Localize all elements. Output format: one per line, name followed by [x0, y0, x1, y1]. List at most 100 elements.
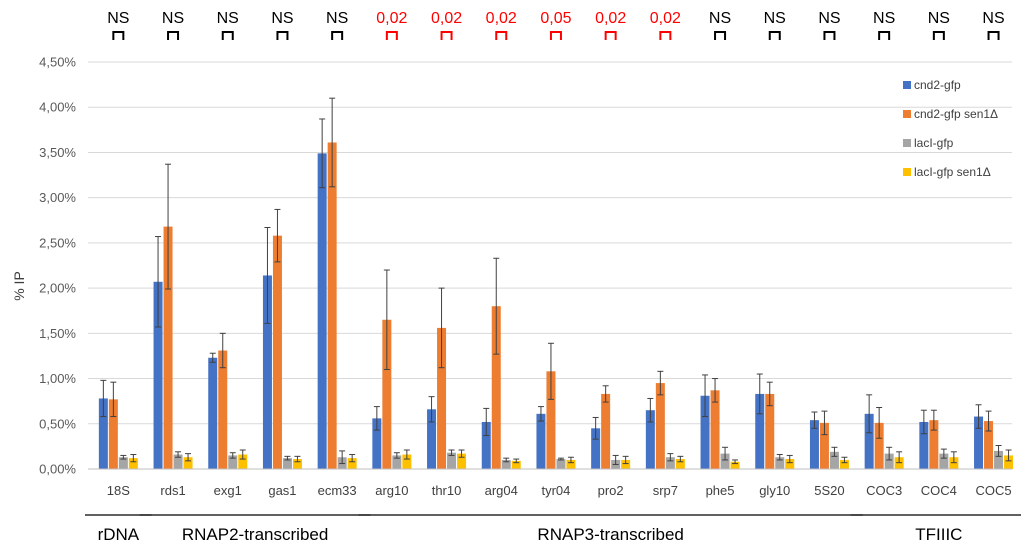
y-tick-label: 2,00%	[39, 281, 76, 296]
legend-swatch	[903, 139, 911, 147]
y-tick-label: 0,00%	[39, 462, 76, 477]
y-tick-label: 4,00%	[39, 100, 76, 115]
legend-label: cnd2-gfp	[914, 78, 961, 92]
bar	[1004, 455, 1014, 469]
significance-label: NS	[709, 10, 731, 27]
bar	[829, 451, 839, 469]
error-bar	[229, 452, 236, 459]
significance-label: NS	[982, 10, 1004, 27]
error-bar	[786, 454, 793, 464]
significance-label: NS	[162, 10, 184, 27]
significance-bracket	[276, 31, 289, 40]
bar	[984, 421, 994, 469]
bar	[546, 371, 556, 469]
error-bars	[100, 97, 1012, 465]
significance-bracket	[823, 31, 836, 40]
significance-bracket	[167, 31, 180, 40]
error-bar	[383, 269, 390, 371]
error-bar	[100, 379, 107, 418]
significance-bracket	[659, 31, 672, 40]
x-tick-label: rds1	[160, 483, 185, 498]
bar	[392, 455, 402, 469]
bar	[765, 393, 775, 469]
y-tick-label: 2,50%	[39, 235, 76, 250]
error-bar	[657, 370, 664, 396]
bar	[675, 459, 685, 469]
bar	[228, 455, 238, 469]
y-tick-labels: 0,00% 0,50% 1,00% 1,50% 2,00% 2,50% 3,00% 3,50%…	[39, 55, 76, 477]
legend-entry: lacI-gfp sen1Δ	[903, 165, 991, 179]
significance-label: 0,02	[650, 10, 681, 27]
bar	[163, 226, 173, 469]
bar	[720, 453, 730, 469]
error-bar	[264, 227, 271, 324]
x-tick-label: COC4	[921, 483, 957, 498]
legend-label: lacI-gfp sen1Δ	[914, 165, 991, 179]
error-bar	[612, 454, 619, 465]
bar	[292, 459, 302, 469]
error-bar	[702, 374, 709, 418]
error-bar	[274, 208, 281, 263]
bar	[272, 235, 282, 469]
significance-label: NS	[217, 10, 239, 27]
error-bar	[319, 118, 326, 189]
error-bar	[219, 332, 226, 369]
error-bar	[940, 448, 947, 459]
legend-swatch	[903, 110, 911, 118]
y-tick-label: 4,50%	[39, 55, 76, 70]
bar	[173, 454, 183, 469]
significance-bracket	[221, 31, 234, 40]
bar	[700, 395, 710, 469]
error-bar	[428, 396, 435, 423]
significance-bracket	[768, 31, 781, 40]
bar	[447, 452, 457, 469]
bar	[884, 453, 894, 469]
bar	[183, 457, 193, 469]
significance-label: NS	[818, 10, 840, 27]
error-bar	[567, 456, 574, 464]
error-bar	[831, 446, 838, 457]
error-bar	[841, 456, 848, 464]
error-bar	[602, 385, 609, 403]
bar	[839, 459, 849, 469]
legend-entry: cnd2-gfp sen1Δ	[903, 107, 998, 121]
y-tick-label: 0,50%	[39, 416, 76, 431]
significance-labels: NS NS NS NS NS 0,02 0,02 0,02 0,05 0,02 0,02 NS NS NS…	[107, 10, 1005, 40]
error-bar	[185, 453, 192, 462]
bar	[775, 457, 785, 469]
legend-entry: lacI-gfp	[903, 136, 954, 150]
bar	[755, 393, 765, 469]
x-tick-label: gly10	[759, 483, 790, 498]
error-bar	[513, 458, 520, 464]
error-bar	[458, 449, 465, 458]
error-bar	[886, 446, 893, 461]
bar	[437, 327, 447, 469]
bar	[929, 420, 939, 469]
error-bar	[756, 373, 763, 415]
bar	[327, 142, 337, 470]
bar	[556, 459, 566, 469]
significance-bracket	[987, 31, 1000, 40]
legend-label: cnd2-gfp sen1Δ	[914, 107, 998, 121]
x-tick-label: 18S	[107, 483, 130, 498]
error-bar	[329, 97, 336, 188]
significance-label: NS	[928, 10, 950, 27]
error-bar	[811, 411, 818, 429]
error-bar	[483, 407, 490, 437]
x-tick-label: arg10	[375, 483, 408, 498]
bar	[785, 459, 795, 469]
x-tick-label: phe5	[706, 483, 735, 498]
significance-label: 0,05	[540, 10, 571, 27]
bar	[566, 459, 576, 469]
error-bar	[294, 455, 301, 463]
bar	[874, 422, 884, 469]
bar	[491, 306, 501, 469]
bar	[108, 399, 118, 469]
error-bar	[592, 416, 599, 440]
error-bar	[155, 236, 162, 328]
error-bar	[995, 444, 1002, 457]
bar	[819, 422, 829, 469]
legend-swatch	[903, 81, 911, 89]
bar	[591, 428, 601, 469]
